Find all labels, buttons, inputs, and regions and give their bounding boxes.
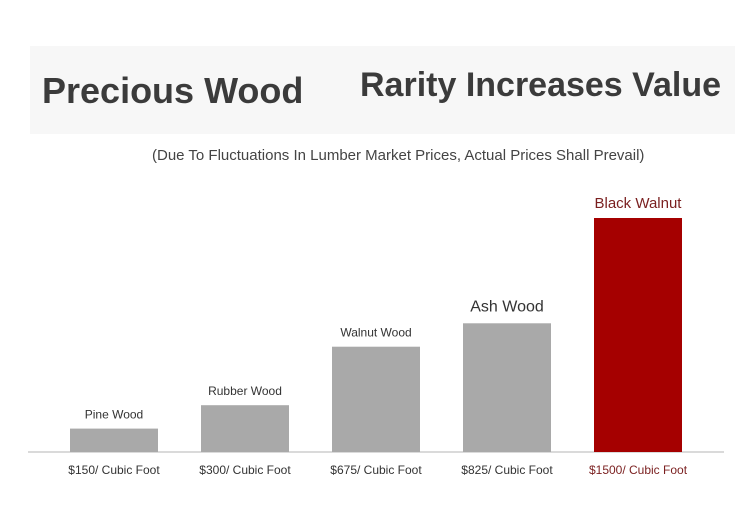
category-label: Black Walnut <box>595 195 683 212</box>
bar-black-walnut <box>594 218 682 452</box>
title-band <box>30 46 735 134</box>
category-label: Pine Wood <box>85 408 143 422</box>
value-label: $675/ Cubic Foot <box>330 463 422 477</box>
bar-ash-wood <box>463 323 551 452</box>
value-label: $150/ Cubic Foot <box>68 463 160 477</box>
category-label: Walnut Wood <box>340 326 411 340</box>
price-disclaimer: (Due To Fluctuations In Lumber Market Pr… <box>152 147 645 164</box>
value-label: $825/ Cubic Foot <box>461 463 553 477</box>
category-label: Rubber Wood <box>208 384 282 398</box>
bar-pine-wood <box>70 428 158 452</box>
value-label: $1500/ Cubic Foot <box>589 463 688 477</box>
value-label: $300/ Cubic Foot <box>199 463 291 477</box>
page-title: Precious Wood <box>42 70 304 111</box>
bar-walnut-wood <box>332 346 420 452</box>
bar-rubber-wood <box>201 405 289 452</box>
category-label: Ash Wood <box>470 298 544 315</box>
page-tagline: Rarity Increases Value <box>360 66 722 104</box>
